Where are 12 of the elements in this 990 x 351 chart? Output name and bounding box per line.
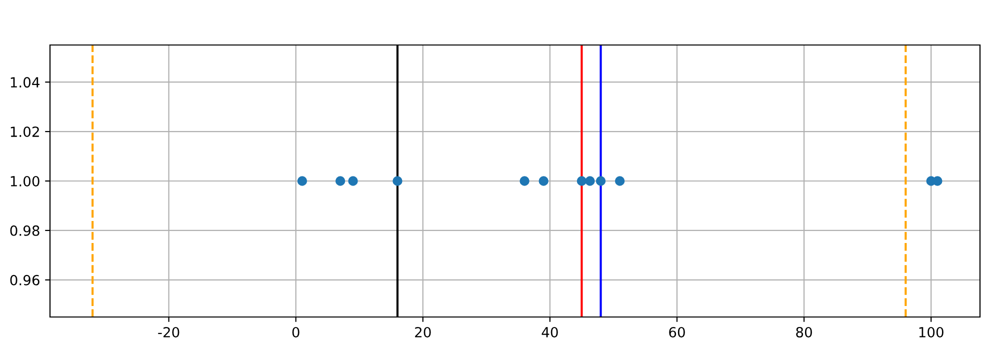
x-tick-label: 20: [415, 326, 431, 338]
x-tick-label: 0: [292, 326, 300, 338]
y-tick-label: 1.04: [10, 77, 40, 88]
x-tick-label: 100: [919, 326, 944, 338]
y-tick-label: 1.02: [10, 126, 39, 138]
y-tick-label: 1.00: [10, 176, 40, 186]
x-tick-label: 80: [796, 326, 812, 338]
y-tick-label: 0.96: [10, 274, 40, 286]
y-tick-label: 0.98: [10, 225, 40, 236]
x-tick-label: -20: [158, 326, 180, 338]
x-tick-label: 40: [542, 326, 558, 338]
x-tick-label: 60: [669, 326, 685, 338]
